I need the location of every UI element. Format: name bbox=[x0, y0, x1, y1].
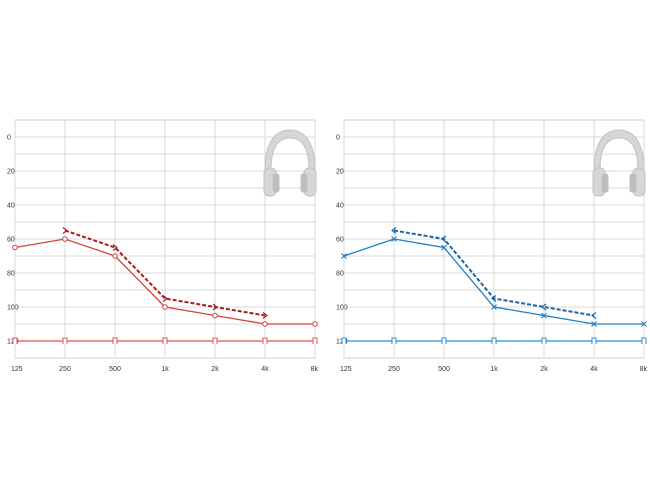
data-point bbox=[391, 337, 397, 344]
x-tick-label: 1k bbox=[161, 366, 169, 373]
data-point bbox=[641, 337, 647, 344]
right-ear-audiogram: 0204060801001201252505001k2k4k8k bbox=[7, 119, 319, 373]
series-solid-square-bracket bbox=[12, 337, 318, 344]
data-point bbox=[441, 235, 447, 243]
y-tick-label: 40 bbox=[7, 203, 15, 210]
series-solid-x bbox=[341, 236, 647, 327]
x-tick-label: 4k bbox=[261, 366, 269, 373]
data-point bbox=[341, 337, 347, 344]
series-line bbox=[393, 229, 595, 317]
data-point bbox=[491, 295, 497, 302]
data-point bbox=[112, 253, 118, 259]
data-point bbox=[391, 227, 397, 234]
x-tick-label: 8k bbox=[311, 366, 319, 373]
y-tick-label: 40 bbox=[336, 203, 344, 210]
data-point bbox=[262, 321, 268, 327]
data-point bbox=[62, 227, 68, 234]
data-point bbox=[491, 304, 497, 310]
x-tick-label: 500 bbox=[438, 366, 450, 373]
x-tick-label: 250 bbox=[59, 366, 71, 373]
x-tick-label: 2k bbox=[540, 366, 548, 373]
data-point bbox=[491, 337, 497, 344]
y-tick-label: 0 bbox=[7, 135, 11, 142]
x-tick-label: 125 bbox=[340, 366, 352, 373]
x-tick-label: 125 bbox=[11, 366, 23, 373]
data-point bbox=[441, 337, 447, 344]
data-point bbox=[162, 295, 168, 302]
data-point bbox=[212, 303, 218, 311]
data-point bbox=[541, 303, 547, 311]
data-point bbox=[312, 321, 318, 327]
data-point bbox=[262, 337, 268, 344]
headphones-icon bbox=[263, 129, 317, 197]
data-point bbox=[62, 236, 68, 242]
data-point bbox=[591, 312, 597, 319]
y-tick-label: 100 bbox=[336, 305, 348, 312]
series-dashed-bracket bbox=[391, 227, 597, 319]
data-point bbox=[641, 321, 647, 327]
y-tick-label: 60 bbox=[7, 237, 15, 244]
data-point bbox=[112, 337, 118, 344]
data-point bbox=[541, 312, 547, 319]
data-point bbox=[341, 253, 347, 259]
data-point bbox=[591, 337, 597, 344]
data-point bbox=[391, 236, 397, 242]
y-tick-label: 80 bbox=[7, 271, 15, 278]
x-tick-label: 4k bbox=[590, 366, 598, 373]
data-point bbox=[212, 337, 218, 344]
data-point bbox=[62, 337, 68, 344]
series-dashed-bracket bbox=[62, 227, 268, 319]
data-point bbox=[162, 304, 168, 310]
data-point bbox=[312, 337, 318, 344]
data-point bbox=[441, 244, 447, 251]
headphones-icon bbox=[592, 129, 646, 197]
left-ear-audiogram: 0204060801001201252505001k2k4k8k bbox=[336, 119, 648, 373]
data-point bbox=[162, 337, 168, 344]
data-point bbox=[591, 321, 597, 327]
data-point bbox=[262, 312, 268, 319]
y-tick-label: 0 bbox=[336, 135, 340, 142]
x-tick-label: 250 bbox=[388, 366, 400, 373]
x-tick-label: 1k bbox=[490, 366, 498, 373]
y-tick-label: 80 bbox=[336, 271, 344, 278]
series-solid-square-bracket bbox=[341, 337, 647, 344]
x-tick-label: 8k bbox=[640, 366, 648, 373]
data-point bbox=[12, 244, 18, 251]
x-tick-label: 500 bbox=[109, 366, 121, 373]
x-tick-label: 2k bbox=[211, 366, 219, 373]
y-tick-label: 100 bbox=[7, 305, 19, 312]
y-tick-label: 20 bbox=[336, 169, 344, 176]
y-tick-label: 60 bbox=[336, 237, 344, 244]
series-solid-circle bbox=[12, 236, 318, 327]
y-tick-label: 20 bbox=[7, 169, 15, 176]
data-point bbox=[212, 312, 218, 319]
data-point bbox=[12, 337, 18, 344]
data-point bbox=[541, 337, 547, 344]
data-point bbox=[112, 244, 118, 251]
